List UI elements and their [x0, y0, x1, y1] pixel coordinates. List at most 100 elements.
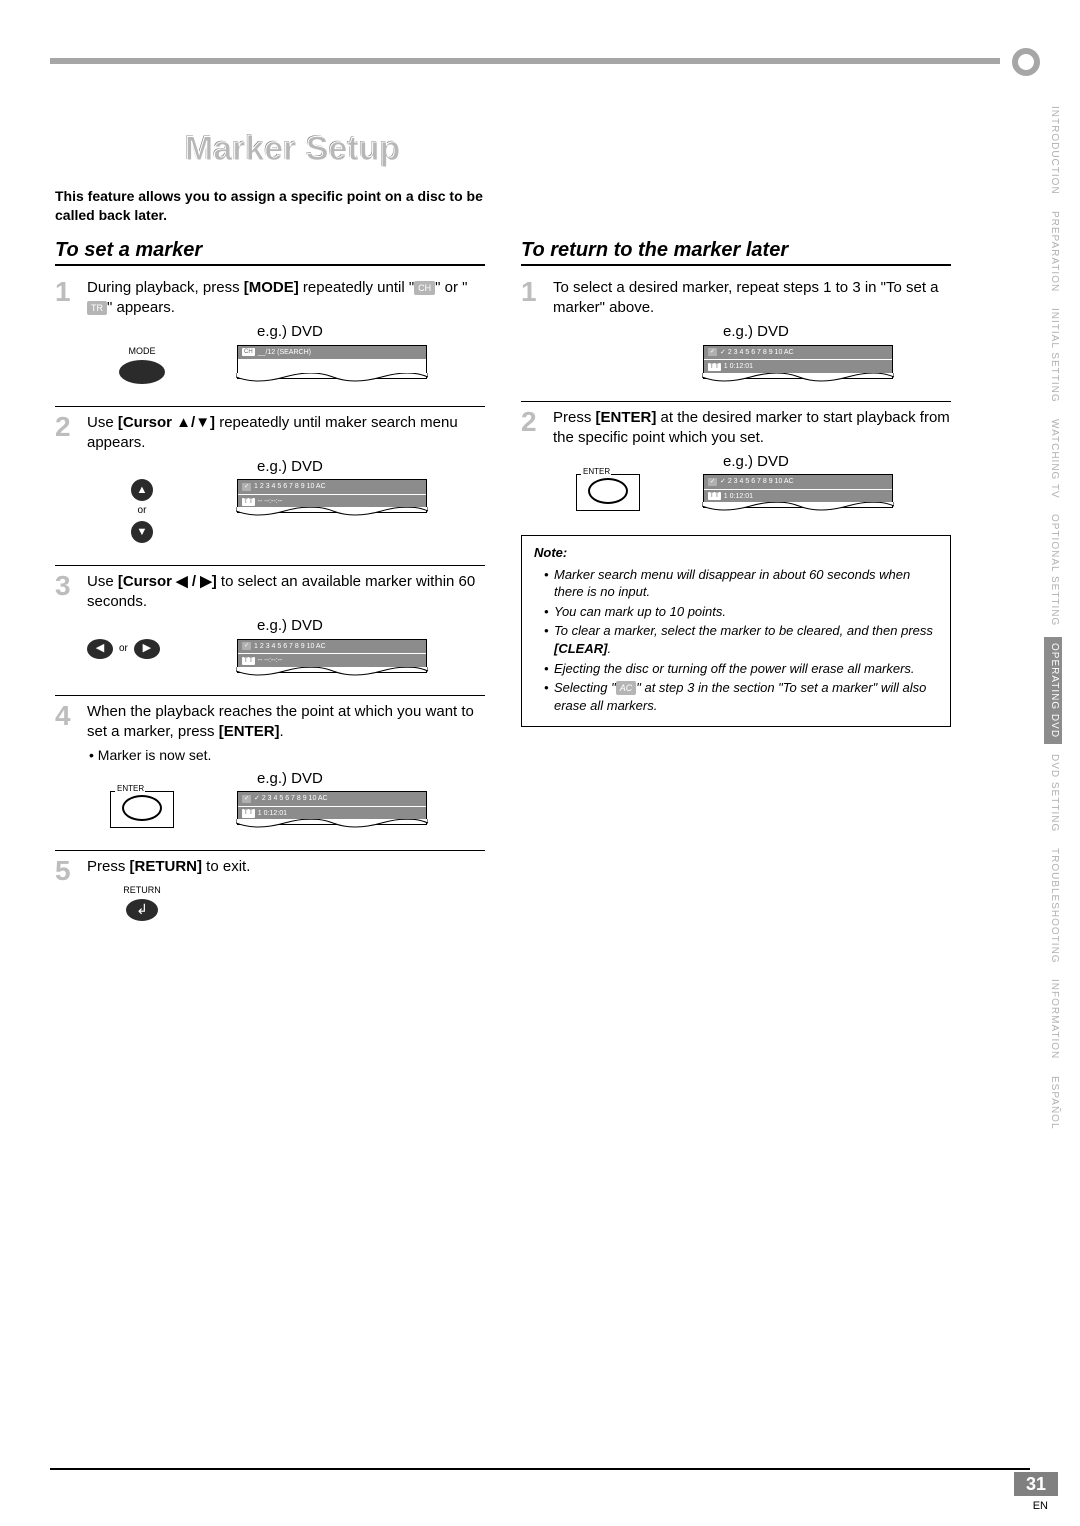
- or-text-2: or: [119, 642, 128, 656]
- step4-enter: [ENTER]: [219, 723, 280, 740]
- screen4-r2: 1 0:12:01: [258, 809, 287, 818]
- note-1: Marker search menu will disappear in abo…: [544, 566, 938, 601]
- step1-text-b: repeatedly until ": [299, 279, 414, 296]
- intro-text: This feature allows you to assign a spec…: [55, 187, 495, 225]
- mode-label: MODE: [129, 345, 156, 357]
- step2-text-a: Use: [87, 414, 118, 431]
- step-num-3: 3: [55, 572, 77, 679]
- step5-return: [RETURN]: [130, 858, 203, 875]
- step4-text-b: .: [280, 723, 284, 740]
- tab-initial-setting: INITIAL SETTING: [1044, 302, 1062, 409]
- screen3-r1: 1 2 3 4 5 6 7 8 9 10 AC: [254, 642, 326, 651]
- right-heading: To return to the marker later: [521, 239, 951, 266]
- screen1-chip: CH: [242, 348, 255, 356]
- note-2: You can mark up to 10 points.: [544, 603, 938, 621]
- top-rule: [50, 58, 1000, 64]
- tab-preparation: PREPARATION: [1044, 205, 1062, 298]
- r-step-num-2: 2: [521, 408, 543, 518]
- arrow-down-icon: ▼: [131, 521, 153, 543]
- tab-information: INFORMATION: [1044, 973, 1062, 1065]
- return-button-icon: RETURN ↲: [87, 884, 197, 921]
- note-title: Note:: [534, 544, 938, 562]
- tab-troubleshooting: TROUBLESHOOTING: [1044, 842, 1062, 970]
- r-enter-button-icon: [553, 474, 663, 511]
- side-navigation: INTRODUCTION PREPARATION INITIAL SETTING…: [1044, 100, 1062, 1135]
- r-eg-label-2: e.g.) DVD: [723, 452, 951, 472]
- step1-text-c: " or ": [435, 279, 467, 296]
- r-step2-enter: [ENTER]: [596, 409, 657, 426]
- r-step2-text-a: Press: [553, 409, 596, 426]
- step-num-2: 2: [55, 413, 77, 549]
- mode-button-icon: MODE: [87, 345, 197, 384]
- tab-dvd-setting: DVD SETTING: [1044, 748, 1062, 838]
- cursor-leftright-icon: ◀ or ▶: [87, 639, 197, 659]
- page-lang: EN: [1033, 1500, 1048, 1512]
- tab-operating-dvd: OPERATING DVD: [1044, 637, 1062, 744]
- left-column: To set a marker 1 During playback, press…: [55, 239, 485, 937]
- screen-illustration-2: ✓1 2 3 4 5 6 7 8 9 10 AC T T-- --:--:--: [237, 479, 427, 513]
- tab-watching-tv: WATCHING TV: [1044, 413, 1062, 505]
- eg-label-1: e.g.) DVD: [257, 322, 485, 342]
- tab-introduction: INTRODUCTION: [1044, 100, 1062, 201]
- step4-bullet: • Marker is now set.: [89, 746, 485, 765]
- chip-ac: AC: [616, 681, 637, 695]
- r-step-num-1: 1: [521, 278, 543, 385]
- screen2-r2: -- --:--:--: [258, 497, 282, 506]
- step-3: 3 Use [Cursor ◀ / ▶] to select an availa…: [55, 568, 485, 689]
- chip-ch: CH: [414, 281, 435, 295]
- step3-text-a: Use: [87, 573, 118, 590]
- r-screen1-r1: ✓ 2 3 4 5 6 7 8 9 10 AC: [720, 348, 794, 357]
- r-screen1-r2: 1 0:12:01: [724, 362, 753, 371]
- step-num-5: 5: [55, 857, 77, 926]
- cursor-updown-icon: ▲ or ▼: [87, 479, 197, 543]
- eg-label-2: e.g.) DVD: [257, 457, 485, 477]
- step1-text-d: " appears.: [107, 299, 175, 316]
- top-rule-circle: [1012, 48, 1040, 76]
- screen-illustration-1: CH__/12 (SEARCH): [237, 345, 427, 379]
- r-step1-text: To select a desired marker, repeat steps…: [553, 279, 939, 316]
- note-4: Ejecting the disc or turning off the pow…: [544, 660, 938, 678]
- step1-text-a: During playback, press: [87, 279, 244, 296]
- step-num-4: 4: [55, 702, 77, 835]
- step-num-1: 1: [55, 278, 77, 390]
- screen4-r1: ✓ 2 3 4 5 6 7 8 9 10 AC: [254, 794, 328, 803]
- r-screen-illustration-2: ✓✓ 2 3 4 5 6 7 8 9 10 AC T T1 0:12:01: [703, 474, 893, 508]
- note-box: Note: Marker search menu will disappear …: [521, 535, 951, 727]
- or-text-1: or: [138, 504, 147, 518]
- screen3-r2: -- --:--:--: [258, 656, 282, 665]
- r-step-2: 2 Press [ENTER] at the desired marker to…: [521, 404, 951, 528]
- left-heading: To set a marker: [55, 239, 485, 266]
- page-title: Marker Setup: [185, 130, 1020, 169]
- note-3: To clear a marker, select the marker to …: [544, 622, 938, 657]
- r-screen2-r2: 1 0:12:01: [724, 492, 753, 501]
- step1-mode: [MODE]: [244, 279, 299, 296]
- r-screen2-r1: ✓ 2 3 4 5 6 7 8 9 10 AC: [720, 477, 794, 486]
- arrow-right-icon: ▶: [134, 639, 160, 659]
- step3-cursor: [Cursor ◀ / ▶]: [118, 573, 217, 590]
- bottom-rule: [50, 1468, 1030, 1470]
- tab-optional-setting: OPTIONAL SETTING: [1044, 508, 1062, 632]
- step5-text-a: Press: [87, 858, 130, 875]
- page-number: 31: [1014, 1472, 1058, 1496]
- tab-espanol: ESPAÑOL: [1044, 1070, 1062, 1136]
- step-1: 1 During playback, press [MODE] repeated…: [55, 274, 485, 400]
- r-screen-illustration-1: ✓✓ 2 3 4 5 6 7 8 9 10 AC T T1 0:12:01: [703, 345, 893, 379]
- screen2-r1: 1 2 3 4 5 6 7 8 9 10 AC: [254, 482, 326, 491]
- step2-cursor: [Cursor ▲/▼]: [118, 414, 215, 431]
- page-content: Marker Setup This feature allows you to …: [55, 130, 1020, 937]
- step-2: 2 Use [Cursor ▲/▼] repeatedly until make…: [55, 409, 485, 559]
- screen1-text: __/12 (SEARCH): [258, 348, 311, 357]
- screen-illustration-4: ✓✓ 2 3 4 5 6 7 8 9 10 AC T T1 0:12:01: [237, 791, 427, 825]
- r-step-1: 1 To select a desired marker, repeat ste…: [521, 274, 951, 395]
- arrow-left-icon: ◀: [87, 639, 113, 659]
- eg-label-3: e.g.) DVD: [257, 616, 485, 636]
- return-label: RETURN: [123, 884, 161, 896]
- arrow-up-icon: ▲: [131, 479, 153, 501]
- right-column: To return to the marker later 1 To selec…: [521, 239, 951, 937]
- enter-button-icon: [87, 791, 197, 828]
- step-4: 4 When the playback reaches the point at…: [55, 698, 485, 845]
- step-5: 5 Press [RETURN] to exit. RETURN ↲: [55, 853, 485, 936]
- note-5: Selecting "AC" at step 3 in the section …: [544, 679, 938, 714]
- chip-tr: TR: [87, 301, 107, 315]
- r-eg-label-1: e.g.) DVD: [723, 322, 951, 342]
